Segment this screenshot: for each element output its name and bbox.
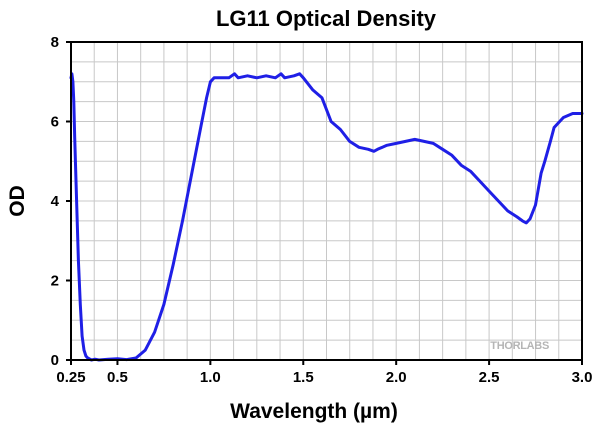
x-tick-label: 1.5 [293,369,314,386]
y-tick-label: 6 [51,114,59,131]
y-tick-label: 8 [51,34,59,51]
x-tick-label: 0.5 [107,369,128,386]
thorlabs-watermark: THORLABS [490,340,549,352]
chart-title: LG11 Optical Density [216,6,437,31]
tick-labels: 0.25 0.5 1.0 1.5 2.0 2.5 3.0 0 2 4 6 8 [51,34,593,386]
y-tick-label: 4 [51,193,60,210]
x-tick-label: 2.0 [386,369,407,386]
y-tick-label: 0 [51,352,59,369]
y-axis-label: OD [6,185,29,217]
x-tick-label: 2.5 [479,369,500,386]
x-tick-label: 0.25 [56,369,85,386]
x-tick-label: 1.0 [200,369,221,386]
axis-ticks [66,41,583,365]
y-tick-label: 2 [51,273,59,290]
x-axis-label: Wavelength (µm) [230,400,398,423]
x-tick-label: 3.0 [572,369,593,386]
gridlines [71,42,582,360]
